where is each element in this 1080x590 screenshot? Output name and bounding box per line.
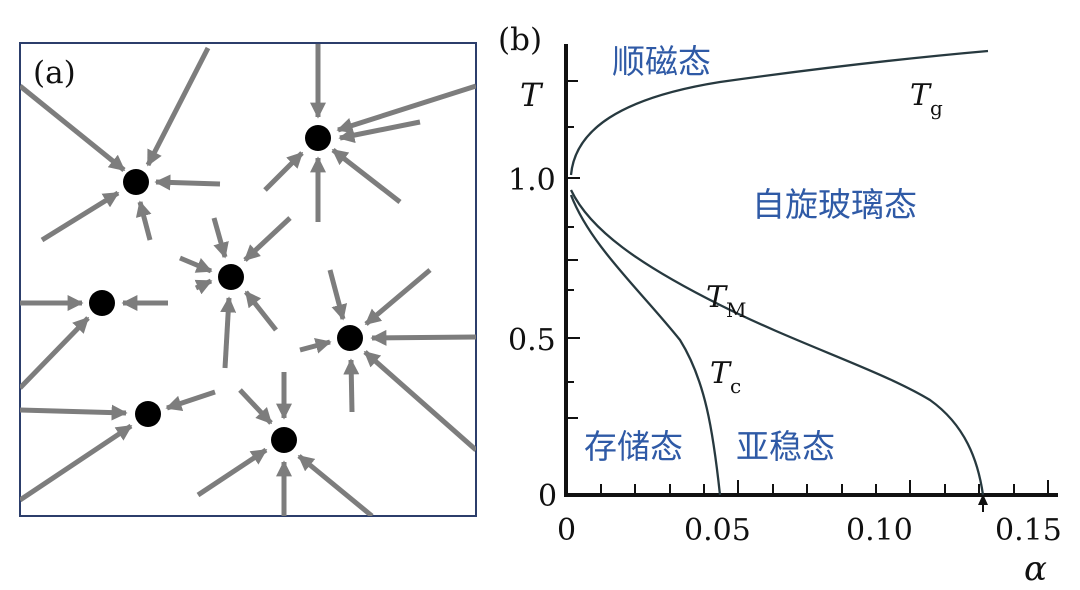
curve-label-tm-sub: M xyxy=(726,298,746,322)
incoming-arrow xyxy=(336,83,476,134)
incoming-arrow xyxy=(363,350,476,452)
curve-tc xyxy=(569,194,722,496)
y-tick-label: 0 xyxy=(538,479,557,514)
incoming-arrow xyxy=(331,148,402,204)
incoming-arrow xyxy=(145,46,211,167)
curve-label-tm: TM xyxy=(706,280,747,322)
y-tick-marks xyxy=(566,80,580,419)
curve-label-tc: Tc xyxy=(710,356,741,398)
incoming-arrow xyxy=(244,290,278,332)
incoming-arrow xyxy=(211,217,229,259)
x-axis-title: α xyxy=(1024,549,1047,589)
y-tick-label: 0.5 xyxy=(508,323,556,358)
network-node xyxy=(135,401,161,427)
y-tick-label: 1.0 xyxy=(508,163,556,198)
incoming-arrow xyxy=(327,269,348,321)
network-node xyxy=(305,125,331,151)
incoming-arrow xyxy=(338,119,421,144)
panel-a-frame xyxy=(19,42,477,517)
incoming-arrow xyxy=(20,423,133,503)
region-label-memory: 存储态 xyxy=(584,427,683,466)
incoming-arrow xyxy=(165,389,216,412)
network-node xyxy=(337,325,363,351)
incoming-arrow xyxy=(40,190,120,243)
panel-a-label: (a) xyxy=(33,55,76,91)
curve-tg xyxy=(569,49,989,176)
incoming-arrow xyxy=(20,316,90,390)
incoming-arrow xyxy=(20,404,128,421)
incoming-arrow xyxy=(343,358,360,413)
incoming-arrow xyxy=(220,296,237,369)
incoming-arrow xyxy=(179,255,213,274)
incoming-arrow xyxy=(20,84,126,172)
incoming-arrow xyxy=(297,454,374,516)
network-node xyxy=(123,169,149,195)
incoming-arrow xyxy=(154,174,221,191)
incoming-arrow xyxy=(243,216,292,262)
x-tick-marks xyxy=(600,480,1049,495)
incoming-arrow xyxy=(196,447,268,498)
incoming-arrow xyxy=(194,278,213,295)
incoming-arrow xyxy=(263,151,304,192)
curve-label-tc-sub: c xyxy=(730,374,741,398)
panel-b-label: (b) xyxy=(498,22,542,58)
alpha-c-arrowhead xyxy=(978,494,988,505)
region-label-spin-glass: 自旋玻璃态 xyxy=(752,185,917,224)
incoming-arrow xyxy=(238,388,273,425)
region-label-metastable: 亚稳态 xyxy=(736,427,835,466)
x-tick-label: 0.10 xyxy=(846,513,913,548)
network-node xyxy=(89,290,115,316)
network-node xyxy=(271,427,297,453)
incoming-arrow xyxy=(370,329,476,346)
panel-b-phase-diagram: (b) 1.0 0.5 0 0 0.05 0.10 0.15 T xyxy=(498,22,1062,589)
y-axis-title: T xyxy=(520,76,544,114)
network-node xyxy=(218,264,244,290)
curve-tm xyxy=(569,189,985,496)
x-tick-label: 0 xyxy=(557,513,576,548)
curve-label-tg: Tg xyxy=(910,78,943,120)
arrow-group xyxy=(20,44,476,516)
x-tick-label: 0.05 xyxy=(684,513,751,548)
incoming-arrow xyxy=(364,268,432,326)
curve-label-tg-sub: g xyxy=(930,96,943,120)
panel-a-network-diagram: (a) xyxy=(19,42,477,517)
region-label-paramagnetic: 顺磁态 xyxy=(612,42,711,81)
node-group xyxy=(89,125,363,453)
x-tick-label: 0.15 xyxy=(995,513,1062,548)
incoming-arrow xyxy=(135,200,153,241)
incoming-arrow xyxy=(299,337,332,354)
